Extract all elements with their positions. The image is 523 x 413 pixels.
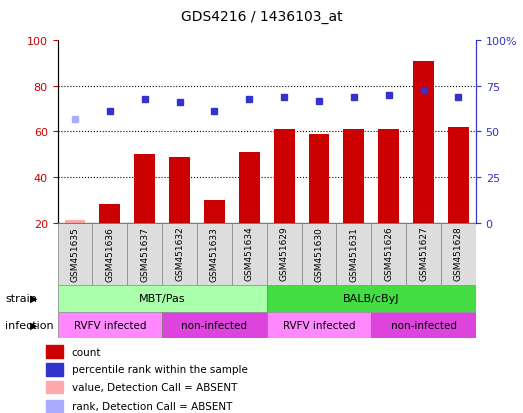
Bar [309, 134, 329, 223]
Bar [204, 200, 225, 223]
Text: count: count [72, 347, 101, 357]
Text: GSM451635: GSM451635 [71, 226, 79, 281]
Bar [448, 128, 469, 223]
Bar [378, 130, 399, 223]
Bar [47, 381, 63, 393]
Bar [267, 285, 476, 312]
Bar [371, 312, 476, 339]
Text: strain: strain [5, 293, 37, 303]
Bar [134, 155, 155, 223]
Bar [197, 223, 232, 285]
Bar [58, 223, 93, 285]
Text: value, Detection Call = ABSENT: value, Detection Call = ABSENT [72, 382, 237, 392]
Text: GSM451637: GSM451637 [140, 226, 149, 281]
Bar [274, 130, 294, 223]
Text: GSM451634: GSM451634 [245, 226, 254, 281]
Bar [162, 223, 197, 285]
Text: percentile rank within the sample: percentile rank within the sample [72, 365, 247, 375]
Text: GDS4216 / 1436103_at: GDS4216 / 1436103_at [180, 10, 343, 24]
Text: ▶: ▶ [30, 320, 38, 330]
Bar [302, 223, 336, 285]
Bar [93, 223, 127, 285]
Text: GSM451631: GSM451631 [349, 226, 358, 281]
Bar [232, 223, 267, 285]
Text: GSM451636: GSM451636 [105, 226, 115, 281]
Bar [58, 285, 267, 312]
Text: non-infected: non-infected [181, 320, 247, 330]
Bar [47, 363, 63, 376]
Text: ▶: ▶ [30, 293, 38, 303]
Bar [344, 130, 365, 223]
Bar [371, 223, 406, 285]
Bar [169, 157, 190, 223]
Bar [127, 223, 162, 285]
Text: RVFV infected: RVFV infected [74, 320, 146, 330]
Text: GSM451626: GSM451626 [384, 226, 393, 281]
Bar [336, 223, 371, 285]
Bar [162, 312, 267, 339]
Text: GSM451627: GSM451627 [419, 226, 428, 281]
Bar [47, 346, 63, 358]
Bar [267, 223, 302, 285]
Text: non-infected: non-infected [391, 320, 457, 330]
Bar [413, 62, 434, 223]
Bar [267, 312, 371, 339]
Text: GSM451632: GSM451632 [175, 226, 184, 281]
Text: GSM451630: GSM451630 [314, 226, 324, 281]
Bar [99, 205, 120, 223]
Text: GSM451633: GSM451633 [210, 226, 219, 281]
Text: MBT/Pas: MBT/Pas [139, 293, 186, 304]
Bar [406, 223, 441, 285]
Bar [441, 223, 476, 285]
Bar [64, 221, 85, 223]
Text: GSM451628: GSM451628 [454, 226, 463, 281]
Text: RVFV infected: RVFV infected [283, 320, 355, 330]
Text: GSM451629: GSM451629 [280, 226, 289, 281]
Bar [47, 400, 63, 412]
Bar [58, 312, 162, 339]
Text: infection: infection [5, 320, 54, 330]
Text: BALB/cByJ: BALB/cByJ [343, 293, 400, 304]
Bar [239, 152, 260, 223]
Text: rank, Detection Call = ABSENT: rank, Detection Call = ABSENT [72, 401, 232, 411]
